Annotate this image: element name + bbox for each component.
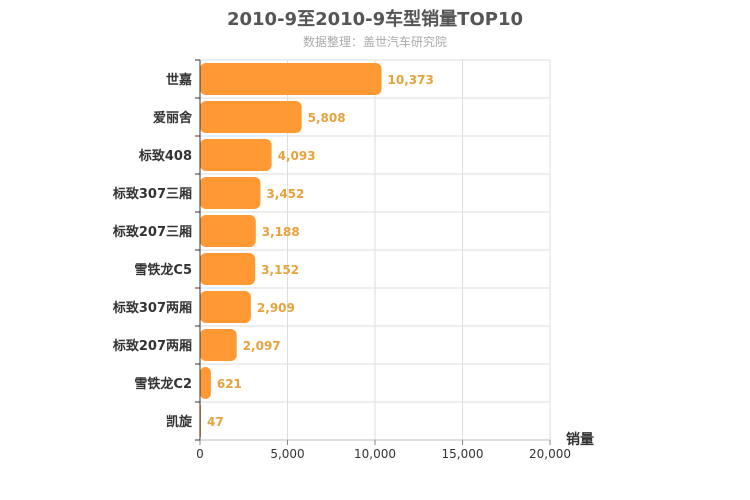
bar-4	[200, 215, 256, 247]
x-tick-label-1: 5,000	[270, 447, 304, 461]
category-label-5: 雪铁龙C5	[134, 262, 192, 278]
x-tick-label-2: 10,000	[354, 447, 396, 461]
axes: 0 5,000 10,000 15,000 20,000	[195, 59, 571, 461]
x-axis-title: 销量	[566, 431, 594, 448]
bar-2	[200, 139, 272, 171]
value-label-3: 3,452	[266, 187, 304, 201]
bar-8	[200, 367, 211, 399]
value-label-0: 10,373	[388, 73, 434, 87]
value-labels: 10,373 5,808 4,093 3,452 3,188 3,152 2,909 2,09…	[207, 73, 434, 429]
bars	[200, 63, 382, 437]
category-label-7: 标致207两厢	[112, 338, 192, 354]
category-label-2: 标致408	[138, 148, 192, 164]
bar-0	[200, 63, 382, 95]
value-label-4: 3,188	[262, 225, 300, 239]
value-label-2: 4,093	[278, 149, 316, 163]
chart-subtitle: 数据整理：盖世汽车研究院	[302, 35, 447, 49]
category-label-9: 凯旋	[166, 414, 193, 430]
value-label-5: 3,152	[261, 263, 299, 277]
x-tick-label-3: 15,000	[442, 447, 484, 461]
bar-1	[200, 101, 302, 133]
x-tick-label-0: 0	[196, 447, 204, 461]
category-label-8: 雪铁龙C2	[134, 376, 192, 392]
category-label-1: 爱丽舍	[153, 110, 193, 126]
category-label-0: 世嘉	[166, 72, 192, 88]
value-label-7: 2,097	[243, 339, 281, 353]
value-label-1: 5,808	[308, 111, 346, 125]
value-label-8: 621	[217, 377, 242, 391]
value-label-9: 47	[207, 415, 224, 429]
grid-lines	[199, 59, 551, 441]
value-label-6: 2,909	[257, 301, 295, 315]
bar-7	[200, 329, 237, 361]
x-tick-label-4: 20,000	[529, 447, 571, 461]
category-label-3: 标致307三厢	[112, 186, 192, 202]
chart-title: 2010-9至2010-9车型销量TOP10	[226, 9, 523, 30]
bar-5	[200, 253, 256, 285]
category-label-6: 标致307两厢	[112, 300, 192, 316]
bar-6	[200, 291, 251, 323]
category-label-4: 标致207三厢	[112, 224, 192, 240]
bar-3	[200, 177, 261, 209]
